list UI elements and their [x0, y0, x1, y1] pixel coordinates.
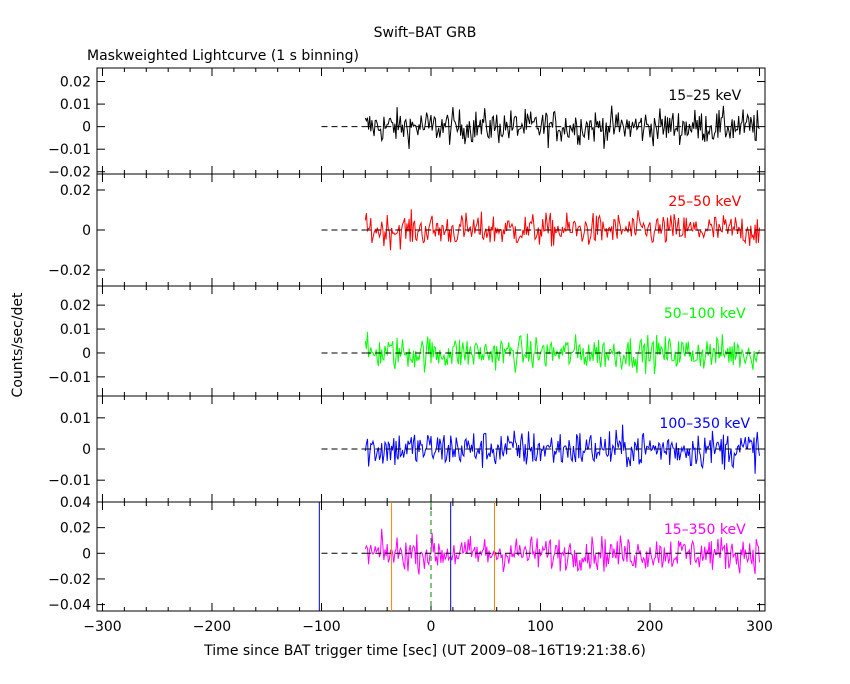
panel-5: −0.04 −0.02 0 0.02 0.04 15–350 keV −300 −200 −10…	[48, 495, 773, 635]
y-tick-label: 0.02	[60, 298, 91, 314]
y-tick-label: 0.04	[60, 495, 91, 511]
y-tick-label: −0.02	[48, 263, 91, 279]
band-label: 25–50 keV	[668, 194, 741, 210]
y-tick-label: 0.01	[60, 411, 91, 427]
y-tick-label: 0.02	[60, 183, 91, 199]
x-tick-label: 300	[746, 619, 773, 635]
panel-1: −0.02 −0.01 0 0.01 0.02 15–25 keV	[48, 67, 766, 181]
y-tick-label: −0.02	[48, 572, 91, 588]
y-tick-label: 0.01	[60, 97, 91, 113]
series-line-4	[364, 424, 760, 474]
panels: −0.02 −0.01 0 0.01 0.02 15–25 keV −0.02 0 0.02 25…	[48, 67, 773, 635]
series-line-2	[364, 209, 760, 251]
x-tick-label: 100	[527, 619, 554, 635]
band-label: 100–350 keV	[659, 416, 750, 432]
y-tick-label: −0.02	[48, 165, 91, 181]
x-tick-label: −200	[193, 619, 231, 635]
figure-subtitle: Maskweighted Lightcurve (1 s binning)	[87, 48, 359, 64]
x-tick-label: −100	[302, 619, 340, 635]
y-tick-label: 0	[82, 442, 91, 458]
y-tick-label: 0	[82, 223, 91, 239]
band-label: 50–100 keV	[664, 306, 746, 322]
x-tick-label: 0	[427, 619, 436, 635]
y-tick-label: 0.01	[60, 322, 91, 338]
x-tick-label: −300	[83, 619, 121, 635]
y-tick-label: 0	[82, 546, 91, 562]
panel-2: −0.02 0 0.02 25–50 keV	[48, 173, 766, 287]
panel-3: −0.01 0 0.01 0.02 50–100 keV	[48, 285, 766, 397]
y-tick-label: 0.02	[60, 75, 91, 91]
y-tick-label: −0.01	[48, 370, 91, 386]
x-axis-label: Time since BAT trigger time [sec] (UT 20…	[203, 643, 646, 659]
y-tick-label: 0	[82, 346, 91, 362]
figure-title: Swift–BAT GRB	[374, 25, 477, 41]
series-line-1	[364, 105, 760, 150]
y-tick-label: −0.01	[48, 142, 91, 158]
y-tick-label: −0.01	[48, 473, 91, 489]
x-tick-label: 200	[637, 619, 664, 635]
band-label: 15–25 keV	[668, 88, 741, 104]
y-axis-label: Counts/sec/det	[10, 292, 26, 397]
series-line-3	[364, 331, 760, 375]
band-label: 15–350 keV	[664, 522, 746, 538]
y-tick-label: 0.02	[60, 521, 91, 537]
y-tick-label: 0	[82, 120, 91, 136]
y-tick-label: −0.04	[48, 598, 91, 614]
panel-4: −0.01 0 0.01 100–350 keV	[48, 395, 766, 503]
